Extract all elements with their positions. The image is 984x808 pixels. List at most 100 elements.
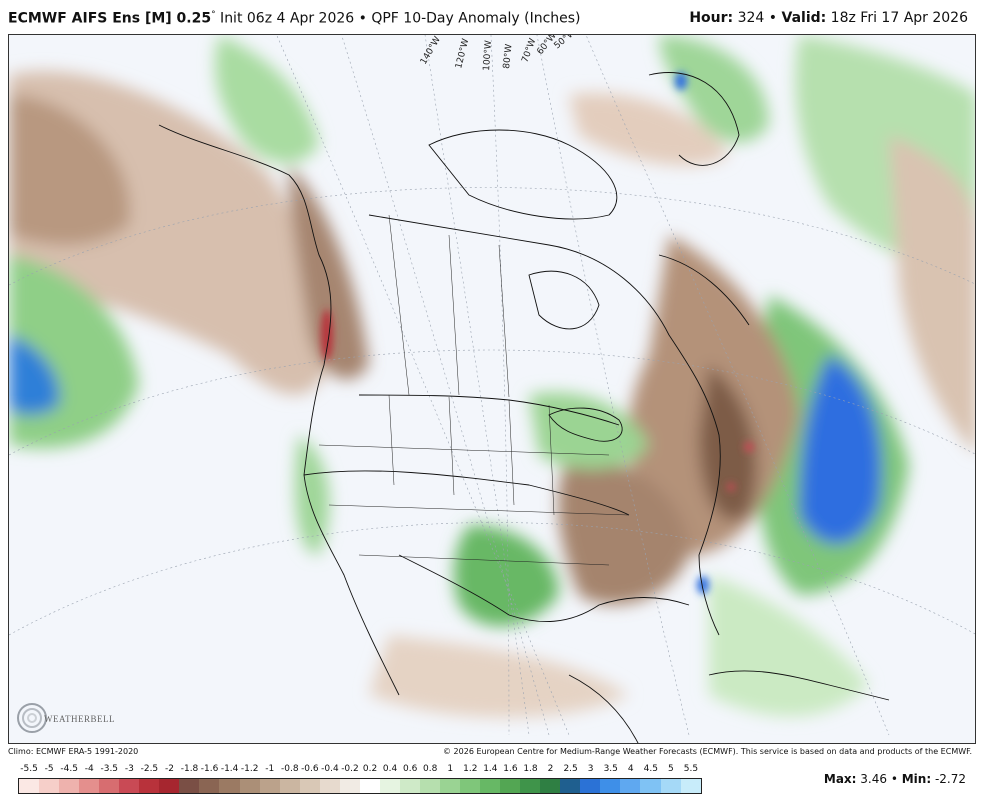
pacific-wet-core	[9, 335, 60, 415]
colorbar-label: -3	[124, 764, 134, 774]
hudson-bay-outline	[528, 270, 600, 330]
pacific-northwest-dry	[289, 165, 369, 380]
colorbar-swatch	[79, 779, 100, 793]
west-coastline	[158, 124, 400, 696]
colorbar-label: 2.5	[563, 764, 578, 774]
meridian-line-4	[490, 35, 510, 736]
colorbar-swatch	[660, 779, 681, 793]
colorbar-swatch	[460, 779, 481, 793]
colorbar-label: 0.4	[382, 764, 398, 774]
meridian-label-100w: 100°W	[482, 40, 494, 71]
colorbar-swatch	[480, 779, 501, 793]
model-name: ECMWF AIFS Ens [M] 0.25	[8, 10, 212, 27]
province-line-1	[388, 214, 410, 396]
min-value: -2.72	[931, 772, 966, 786]
meridian-line-2	[341, 35, 550, 736]
colorbar-label: -4	[84, 764, 94, 774]
great-lakes-wet-area	[529, 392, 649, 469]
max-value: 3.46 •	[856, 772, 902, 786]
canada-us-border	[358, 394, 620, 426]
colorbar-swatch	[319, 779, 340, 793]
caribbean-islands	[708, 670, 890, 701]
hour-label: Hour:	[689, 10, 734, 26]
state-line-6	[328, 504, 630, 516]
southeast-dry-area	[558, 455, 689, 605]
colorbar-label: -5.5	[20, 764, 38, 774]
colorbar-swatch	[99, 779, 120, 793]
extreme-dry-offshore-2	[727, 483, 735, 491]
header: ECMWF AIFS Ens [M] 0.25° Init 06z 4 Apr …	[0, 0, 984, 34]
colorbar-swatch	[540, 779, 561, 793]
pacific-dry-core	[9, 95, 130, 245]
meridian-line-1	[276, 35, 570, 736]
colorbar-swatch	[580, 779, 601, 793]
colorbar-label: 0.6	[402, 764, 418, 774]
swirl-icon	[17, 703, 47, 733]
valid-time: Hour: 324 • Valid: 18z Fri 17 Apr 2026	[689, 10, 968, 26]
meridian-label-80w: 80°W	[502, 43, 515, 69]
valid-label: Valid:	[781, 10, 827, 26]
coastlines-and-borders	[158, 72, 890, 743]
alaska-wet-area	[215, 35, 319, 164]
colorbar-label: 5.5	[683, 764, 699, 774]
texas-wet-area	[453, 525, 559, 627]
colorbar-swatch	[399, 779, 420, 793]
state-line-4	[548, 404, 555, 516]
greenland-coast	[648, 72, 740, 166]
europe-dry-area	[889, 135, 975, 453]
colorbar-label: -0.8	[281, 764, 299, 774]
province-line-3	[498, 244, 510, 398]
baffin-dry-area	[569, 93, 729, 166]
map-title: ECMWF AIFS Ens [M] 0.25° Init 06z 4 Apr …	[8, 10, 581, 27]
colorbar-swatch	[439, 779, 461, 793]
map-panel[interactable]: 140°W 120°W 100°W 80°W 70°W 60°W 50°W	[8, 34, 976, 744]
colorbar-swatch	[500, 779, 521, 793]
colorbar-swatch	[520, 779, 541, 793]
degree-mark: °	[211, 10, 216, 20]
gulf-dry-area	[369, 635, 629, 718]
extreme-dry-offshore-1	[744, 442, 754, 452]
colorbar-swatch	[680, 779, 701, 793]
valid-value: 18z Fri 17 Apr 2026	[826, 10, 968, 26]
colorbar-labels: -5.5 -5 -4.5 -4 -3.5 -3 -2.5 -2 -1.8 -1.6 -1.4 -1.2…	[18, 764, 708, 778]
colorbar-swatch	[139, 779, 160, 793]
copyright-note: © 2026 European Centre for Medium-Range …	[443, 747, 972, 756]
colorbar-label: -1.4	[220, 764, 239, 774]
gulf-coastline	[398, 554, 690, 623]
caribbean-wet-area	[709, 575, 869, 717]
colorbar-label: -0.4	[321, 764, 339, 774]
colorbar-swatch	[620, 779, 641, 793]
colorbar-label: 4.5	[643, 764, 659, 774]
us-border-north	[303, 470, 630, 516]
greenland-wet-spot	[675, 72, 687, 90]
meridian-line-5	[536, 35, 690, 736]
colorbar-label: 3	[587, 764, 594, 774]
colorbar-label: -1.2	[240, 764, 259, 774]
colorbar-swatch	[159, 779, 180, 793]
arctic-islands-outline	[428, 129, 618, 220]
east-coastline	[368, 214, 721, 636]
colorbar-swatch	[279, 779, 300, 793]
colorbar-label: -4.5	[60, 764, 78, 774]
anomaly-map[interactable]: 140°W 120°W 100°W 80°W 70°W 60°W 50°W	[9, 35, 976, 744]
colorbar-label: -5	[44, 764, 54, 774]
climo-note: Climo: ECMWF ERA-5 1991-2020	[8, 747, 139, 756]
florida-wet-spot	[697, 576, 709, 594]
colorbar-label: 1.8	[523, 764, 538, 774]
colorbar-label: 3.5	[603, 764, 618, 774]
colorbar-swatch	[339, 779, 360, 793]
colorbar-label: -1.8	[180, 764, 199, 774]
colorbar-label: 5	[668, 764, 674, 774]
state-line-7	[358, 554, 610, 566]
colorbar-label: -1	[265, 764, 275, 774]
great-lakes-outline	[548, 407, 623, 442]
colorbar-label: 1.4	[483, 764, 498, 774]
colorbar-label: 4	[627, 764, 634, 774]
colorbar-label: -2	[164, 764, 174, 774]
hour-value: 324 •	[733, 10, 782, 26]
colorbar-swatch	[640, 779, 661, 793]
province-line-2	[448, 234, 460, 396]
colorbar-label: -0.6	[301, 764, 319, 774]
colorbar-swatch	[299, 779, 320, 793]
logo-text: WEATHERBELL	[44, 714, 115, 724]
